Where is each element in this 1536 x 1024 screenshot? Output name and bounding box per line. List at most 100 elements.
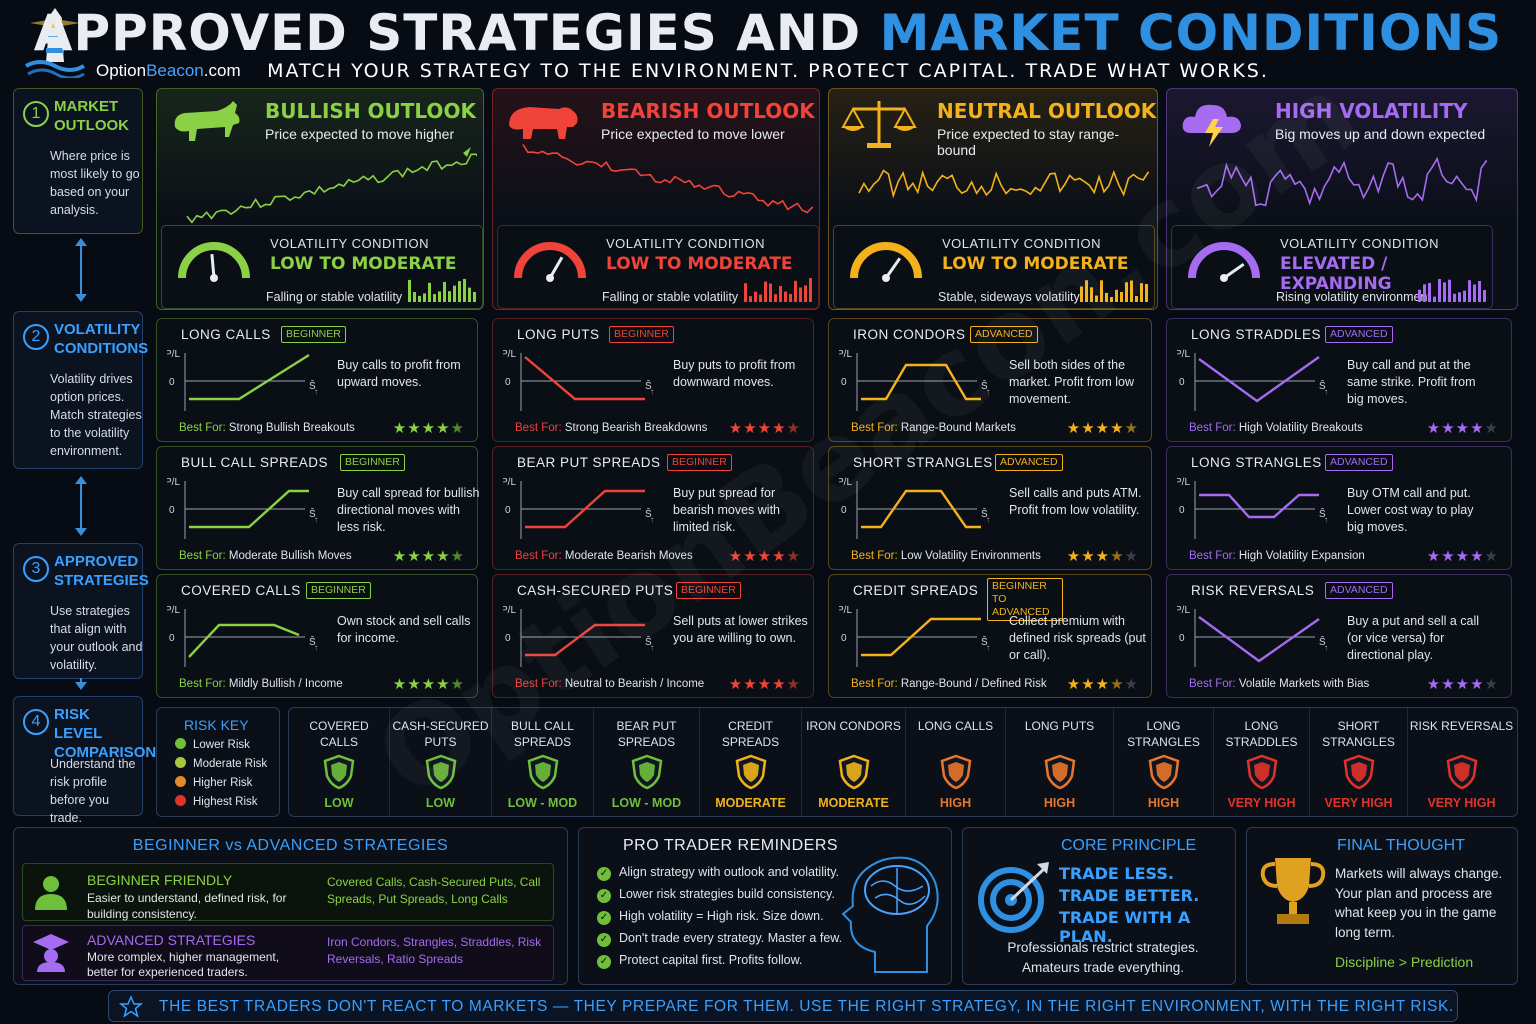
outlook-card-high-volatility[interactable]: HIGH VOLATILITY Big moves up and down exp… — [1166, 88, 1518, 310]
trophy-icon — [1260, 858, 1326, 924]
strategy-description: Buy puts to profit from downward moves. — [673, 358, 796, 389]
strategy-card-risk-reversals[interactable]: RISK REVERSALS ADVANCED P/L 0 ŜT Buy a put an… — [1166, 574, 1512, 698]
step-number: 4 — [23, 709, 49, 735]
star-icon: ★ — [1470, 547, 1485, 565]
strategy-card-covered-calls[interactable]: COVERED CALLS BEGINNER P/L 0 ŜT Own stock and… — [156, 574, 478, 698]
svg-text:0: 0 — [505, 505, 511, 516]
advanced-title: ADVANCED STRATEGIES — [87, 932, 256, 948]
level-badge: BEGINNER TO ADVANCED — [987, 578, 1063, 621]
risk-key-label: Higher Risk — [193, 777, 253, 789]
svg-text:0: 0 — [841, 633, 847, 644]
strategy-card-credit-spreads[interactable]: CREDIT SPREADS BEGINNER TO ADVANCED P/L 0 ŜT… — [828, 574, 1152, 698]
rating-stars: ★★★★★ — [393, 675, 465, 693]
payoff-diagram: P/L 0 ŜT — [503, 477, 653, 539]
outlook-card-neutral-outlook[interactable]: NEUTRAL OUTLOOK Price expected to stay ra… — [828, 88, 1158, 310]
volatility-bars — [1418, 279, 1486, 302]
bva-title: BEGINNER vs ADVANCED STRATEGIES — [132, 837, 449, 854]
scales-icon — [841, 101, 917, 148]
shield-icon — [1148, 754, 1179, 790]
risk-level-risk-reversals: RISK REVERSALS VERY HIGH — [1407, 708, 1515, 816]
svg-text:0: 0 — [169, 505, 175, 516]
strategy-name: CASH-SECURED PUTS — [517, 583, 674, 598]
strategy-card-bear-put-spreads[interactable]: BEAR PUT SPREADS BEGINNER P/L 0 ŜT Buy put sp… — [492, 446, 814, 570]
star-icon: ★ — [407, 675, 422, 693]
brand-logo[interactable]: OptionBeacon.com — [20, 6, 256, 82]
level-badge: ADVANCED — [970, 326, 1038, 343]
svg-text:Ŝ: Ŝ — [309, 379, 316, 392]
rating-stars: ★★★★★ — [729, 547, 801, 565]
star-icon: ★ — [1484, 675, 1499, 693]
rating-stars: ★★★★★ — [1427, 675, 1499, 693]
check-icon: ✓ — [597, 955, 611, 969]
risk-key-label: Highest Risk — [193, 796, 258, 808]
star-icon: ★ — [1081, 675, 1096, 693]
svg-text:Ŝ: Ŝ — [1319, 379, 1326, 392]
svg-text:P/L: P/L — [839, 477, 852, 488]
svg-text:0: 0 — [1179, 505, 1185, 516]
step-title: RISK LEVEL COMPARISON — [54, 706, 157, 761]
svg-text:P/L: P/L — [1177, 605, 1190, 616]
svg-text:Ŝ: Ŝ — [981, 379, 988, 392]
volatility-label: VOLATILITY CONDITION — [1280, 236, 1440, 251]
risk-level-value: HIGH — [1147, 796, 1180, 810]
payoff-diagram: P/L 0 ŜT — [167, 349, 317, 411]
down-arrow-icon — [75, 476, 87, 536]
shield-icon — [940, 754, 971, 790]
risk-key-item: Highest Risk — [175, 795, 258, 808]
user-icon — [35, 876, 67, 910]
strategy-card-iron-condors[interactable]: IRON CONDORS ADVANCED P/L 0 ŜT Sell both side… — [828, 318, 1152, 442]
best-for: Best For: High Volatility Expansion — [1189, 550, 1365, 562]
shield-icon — [527, 754, 558, 790]
step-1: 1 MARKET OUTLOOK Where price is most likel… — [13, 88, 143, 234]
outlook-card-bullish-outlook[interactable]: BULLISH OUTLOOK Price expected to move hi… — [156, 88, 484, 310]
risk-level-covered-calls: COVERED CALLS LOW — [289, 708, 389, 816]
down-arrow-icon — [75, 238, 87, 302]
best-for-value: Low Volatility Environments — [900, 550, 1041, 562]
risk-level-iron-condors: IRON CONDORS MODERATE — [801, 708, 905, 816]
strategy-card-bull-call-spreads[interactable]: BULL CALL SPREADS BEGINNER P/L 0 ŜT Buy call … — [156, 446, 480, 570]
svg-text:T: T — [651, 518, 653, 525]
svg-text:0: 0 — [505, 377, 511, 388]
svg-text:P/L: P/L — [1177, 349, 1190, 360]
shield-dot-icon — [175, 757, 186, 768]
star-icon — [119, 995, 143, 1018]
strategy-description: Buy call spread for bullish directional … — [337, 486, 480, 534]
svg-text:Ŝ: Ŝ — [309, 635, 316, 648]
strategy-card-long-calls[interactable]: LONG CALLS BEGINNER P/L 0 ŜT Buy calls to pro… — [156, 318, 478, 442]
payoff-diagram: P/L 0 ŜT — [839, 605, 989, 667]
svg-text:P/L: P/L — [839, 605, 852, 616]
star-icon: ★ — [786, 675, 801, 693]
star-icon: ★ — [1110, 547, 1125, 565]
best-for: Best For: Neutral to Bearish / Income — [515, 678, 704, 690]
svg-text:T: T — [315, 390, 317, 397]
risk-level-value: LOW - MOD — [611, 796, 682, 810]
volatility-note: Falling or stable volatility — [266, 290, 403, 304]
step-desc: Use strategies that align with your outl… — [50, 604, 143, 672]
star-icon: ★ — [1095, 419, 1111, 437]
risk-level-long-puts: LONG PUTS HIGH — [1005, 708, 1113, 816]
star-icon: ★ — [1095, 675, 1111, 693]
outlook-subtitle: Price expected to stay range-bound — [937, 126, 1120, 158]
shield-icon — [735, 754, 766, 790]
star-icon: ★ — [407, 547, 422, 565]
bottom-banner: THE BEST TRADERS DON'T REACT TO MARKETS … — [108, 990, 1458, 1022]
outlook-title: HIGH VOLATILITY — [1275, 99, 1468, 123]
payoff-diagram: P/L 0 ŜT — [1177, 605, 1327, 667]
level-badge: ADVANCED — [1325, 454, 1393, 471]
gauge-icon — [514, 242, 586, 282]
star-icon: ★ — [1110, 675, 1125, 693]
strategy-card-long-puts[interactable]: LONG PUTS BEGINNER P/L 0 ŜT Buy puts to profi… — [492, 318, 814, 442]
reminders-title: PRO TRADER REMINDERS — [623, 837, 839, 854]
strategy-description: Buy call and put at the same strike. Pro… — [1347, 358, 1476, 406]
reminder-item: ✓ Don't trade every strategy. Master a fe… — [597, 931, 842, 947]
risk-level-comparison: COVERED CALLS LOW CASH-SECURED PUTS LOW BULL… — [288, 707, 1518, 817]
outlook-card-bearish-outlook[interactable]: BEARISH OUTLOOK Price expected to move lo… — [492, 88, 820, 310]
core-line: TRADE BETTER. — [1059, 886, 1200, 905]
risk-level-value: LOW — [324, 796, 354, 810]
star-icon: ★ — [1095, 547, 1111, 565]
star-icon: ★ — [1441, 419, 1456, 437]
